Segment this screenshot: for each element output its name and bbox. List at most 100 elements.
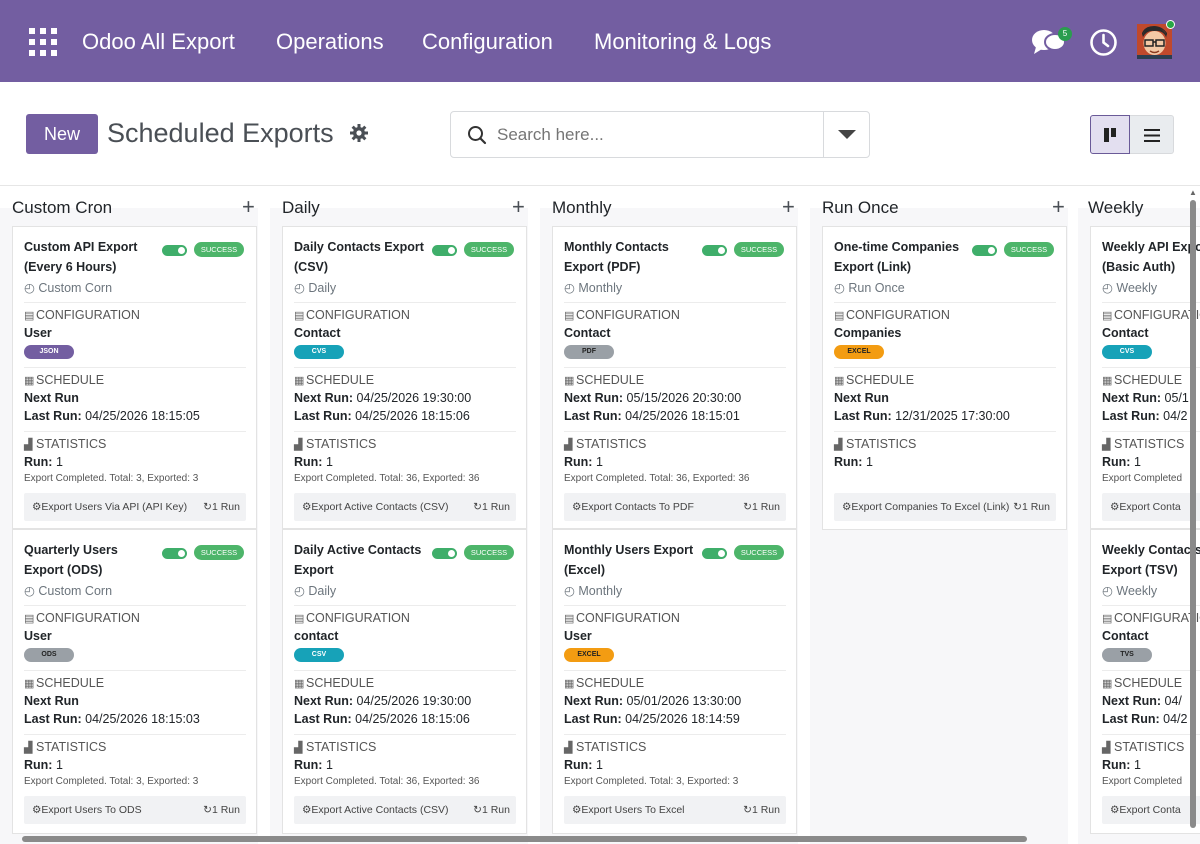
schedule-label: ▦ SCHEDULE	[564, 373, 644, 387]
export-action-link[interactable]: ⚙Export Companies To Excel (Link)	[842, 501, 1009, 513]
nav-menu-operations[interactable]: Operations	[276, 29, 384, 54]
column-title[interactable]: Run Once	[822, 198, 899, 217]
export-action-link[interactable]: ⚙Export Users To ODS	[32, 804, 142, 816]
card-title[interactable]: Weekly Contacts Export (TSV)	[1102, 543, 1200, 577]
column-title[interactable]: Custom Cron	[12, 198, 113, 217]
export-action-link[interactable]: ⚙Export Users To Excel	[572, 804, 685, 816]
export-card[interactable]: Daily Contacts Export (CSV) SUCCESS ◴ Dail…	[282, 226, 527, 529]
card-footer: ⚙Export Companies To Excel (Link) ↻1 Run	[834, 493, 1056, 521]
run-button-text: 1 Run	[1021, 501, 1050, 513]
configuration-text: CONFIGURATION	[36, 611, 140, 625]
nav-menu-monitoring[interactable]: Monitoring & Logs	[594, 29, 772, 54]
nav-menu-configuration[interactable]: Configuration	[422, 29, 553, 54]
run-button[interactable]: ↻1 Run	[743, 804, 780, 816]
card-title[interactable]: Monthly Users Export (Excel)	[564, 543, 694, 577]
clock-icon[interactable]	[1089, 28, 1118, 57]
last-run-label: Last Run:	[294, 712, 352, 726]
refresh-small-icon: ↻	[473, 501, 482, 513]
active-toggle[interactable]	[162, 245, 187, 256]
run-button[interactable]: ↻1 Run	[203, 804, 240, 816]
status-badge: SUCCESS	[1004, 242, 1054, 257]
active-toggle[interactable]	[702, 548, 727, 559]
column-add-icon[interactable]: +	[1052, 194, 1065, 219]
active-toggle[interactable]	[702, 245, 727, 256]
column-title[interactable]: Monthly	[552, 198, 612, 217]
export-card[interactable]: Monthly Contacts Export (PDF) SUCCESS ◴ Mo…	[552, 226, 797, 529]
export-action-link[interactable]: ⚙Export Active Contacts (CSV)	[302, 804, 449, 816]
run-button[interactable]: ↻1 Run	[203, 501, 240, 513]
horizontal-scrollbar[interactable]	[22, 836, 1027, 842]
list-view-button[interactable]	[1130, 115, 1174, 154]
export-action-text: Export Users Via API (API Key)	[41, 501, 188, 513]
column-title[interactable]: Weekly	[1088, 198, 1144, 217]
run-button[interactable]: ↻1 Run	[473, 804, 510, 816]
card-title[interactable]: Daily Contacts Export (CSV)	[294, 240, 424, 274]
card-title[interactable]: Weekly API Export (Basic Auth)	[1102, 240, 1200, 274]
export-action-link[interactable]: ⚙Export Conta	[1110, 804, 1181, 816]
export-card[interactable]: One-time Companies Export (Link) SUCCESS ◴…	[822, 226, 1067, 530]
statistics-label: ▟ STATISTICS	[24, 437, 106, 451]
configuration-label: ▤CONFIGURATION	[1102, 611, 1200, 625]
run-count-label: Run:	[24, 758, 53, 772]
export-card[interactable]: Monthly Users Export (Excel) SUCCESS ◴ Mon…	[552, 529, 797, 834]
export-card[interactable]: Quarterly Users Export (ODS) SUCCESS ◴ Cus…	[12, 529, 257, 834]
card-separator	[564, 670, 786, 671]
last-run: Last Run: 04/25/2026 18:15:03	[24, 712, 200, 726]
card-footer: ⚙Export Users To ODS ↻1 Run	[24, 796, 246, 824]
run-count-value: 1	[55, 758, 63, 772]
active-toggle[interactable]	[972, 245, 997, 256]
export-action-link[interactable]: ⚙Export Contacts To PDF	[572, 501, 694, 513]
run-count: Run: 1	[564, 455, 603, 469]
export-action-link[interactable]: ⚙Export Conta	[1110, 501, 1181, 513]
last-run: Last Run: 04/25/2026 18:15:06	[294, 712, 470, 726]
run-button[interactable]: ↻1 Run	[743, 501, 780, 513]
calendar-icon: ▦	[24, 375, 35, 387]
status-badge: SUCCESS	[464, 242, 514, 257]
card-separator	[1102, 367, 1200, 368]
active-toggle[interactable]	[432, 548, 457, 559]
database-icon: ▤	[24, 310, 35, 322]
export-action-link[interactable]: ⚙Export Users Via API (API Key)	[32, 501, 187, 513]
frequency-label: ◴ Monthly	[564, 280, 622, 295]
page-title: Scheduled Exports	[107, 118, 334, 148]
run-button[interactable]: ↻1 Run	[473, 501, 510, 513]
column-add-icon[interactable]: +	[242, 194, 255, 219]
bar-chart-icon: ▟	[564, 742, 573, 754]
apps-grid-icon[interactable]	[29, 28, 59, 56]
export-card[interactable]: Daily Active Contacts Export SUCCESS ◴ Dai…	[282, 529, 527, 834]
export-action-link[interactable]: ⚙Export Active Contacts (CSV)	[302, 501, 449, 513]
card-title[interactable]: Custom API Export (Every 6 Hours)	[24, 240, 138, 274]
next-run: Next Run	[834, 391, 889, 405]
card-title[interactable]: Daily Active Contacts Export	[294, 543, 422, 577]
export-card[interactable]: Weekly API Export (Basic Auth)SUCCESS◴ W…	[1090, 226, 1200, 529]
run-button-text: 1 Run	[481, 501, 510, 513]
column-title[interactable]: Daily	[282, 198, 320, 217]
gear-icon[interactable]	[349, 123, 369, 143]
card-title[interactable]: One-time Companies Export (Link)	[834, 240, 960, 274]
user-avatar[interactable]	[1137, 24, 1172, 59]
card-title[interactable]: Quarterly Users Export (ODS)	[24, 543, 118, 577]
configuration-label: ▤CONFIGURATION	[564, 308, 680, 322]
card-separator	[834, 367, 1056, 368]
run-count-label: Run:	[294, 758, 323, 772]
column-add-icon[interactable]: +	[512, 194, 525, 219]
new-button[interactable]: New	[26, 114, 98, 154]
search-input[interactable]	[497, 122, 817, 148]
active-toggle[interactable]	[162, 548, 187, 559]
column-add-icon[interactable]: +	[782, 194, 795, 219]
nav-brand[interactable]: Odoo All Export	[82, 29, 235, 54]
kanban-view-button[interactable]	[1090, 115, 1130, 154]
vertical-scrollbar[interactable]	[1190, 200, 1196, 828]
card-separator	[1102, 670, 1200, 671]
schedule-label: ▦ SCHEDULE	[24, 373, 104, 387]
scroll-up-arrow[interactable]: ▲	[1189, 188, 1197, 197]
card-separator	[24, 431, 246, 432]
export-card[interactable]: Custom API Export (Every 6 Hours) SUCCESS…	[12, 226, 257, 529]
active-toggle[interactable]	[432, 245, 457, 256]
card-separator	[834, 302, 1056, 303]
card-title[interactable]: Monthly Contacts Export (PDF)	[564, 240, 669, 274]
search-options-toggle[interactable]	[824, 112, 870, 157]
run-button[interactable]: ↻1 Run	[1013, 501, 1050, 513]
export-card[interactable]: Weekly Contacts Export (TSV)SUCCESS◴ Wee…	[1090, 529, 1200, 834]
run-count-value: 1	[595, 455, 603, 469]
